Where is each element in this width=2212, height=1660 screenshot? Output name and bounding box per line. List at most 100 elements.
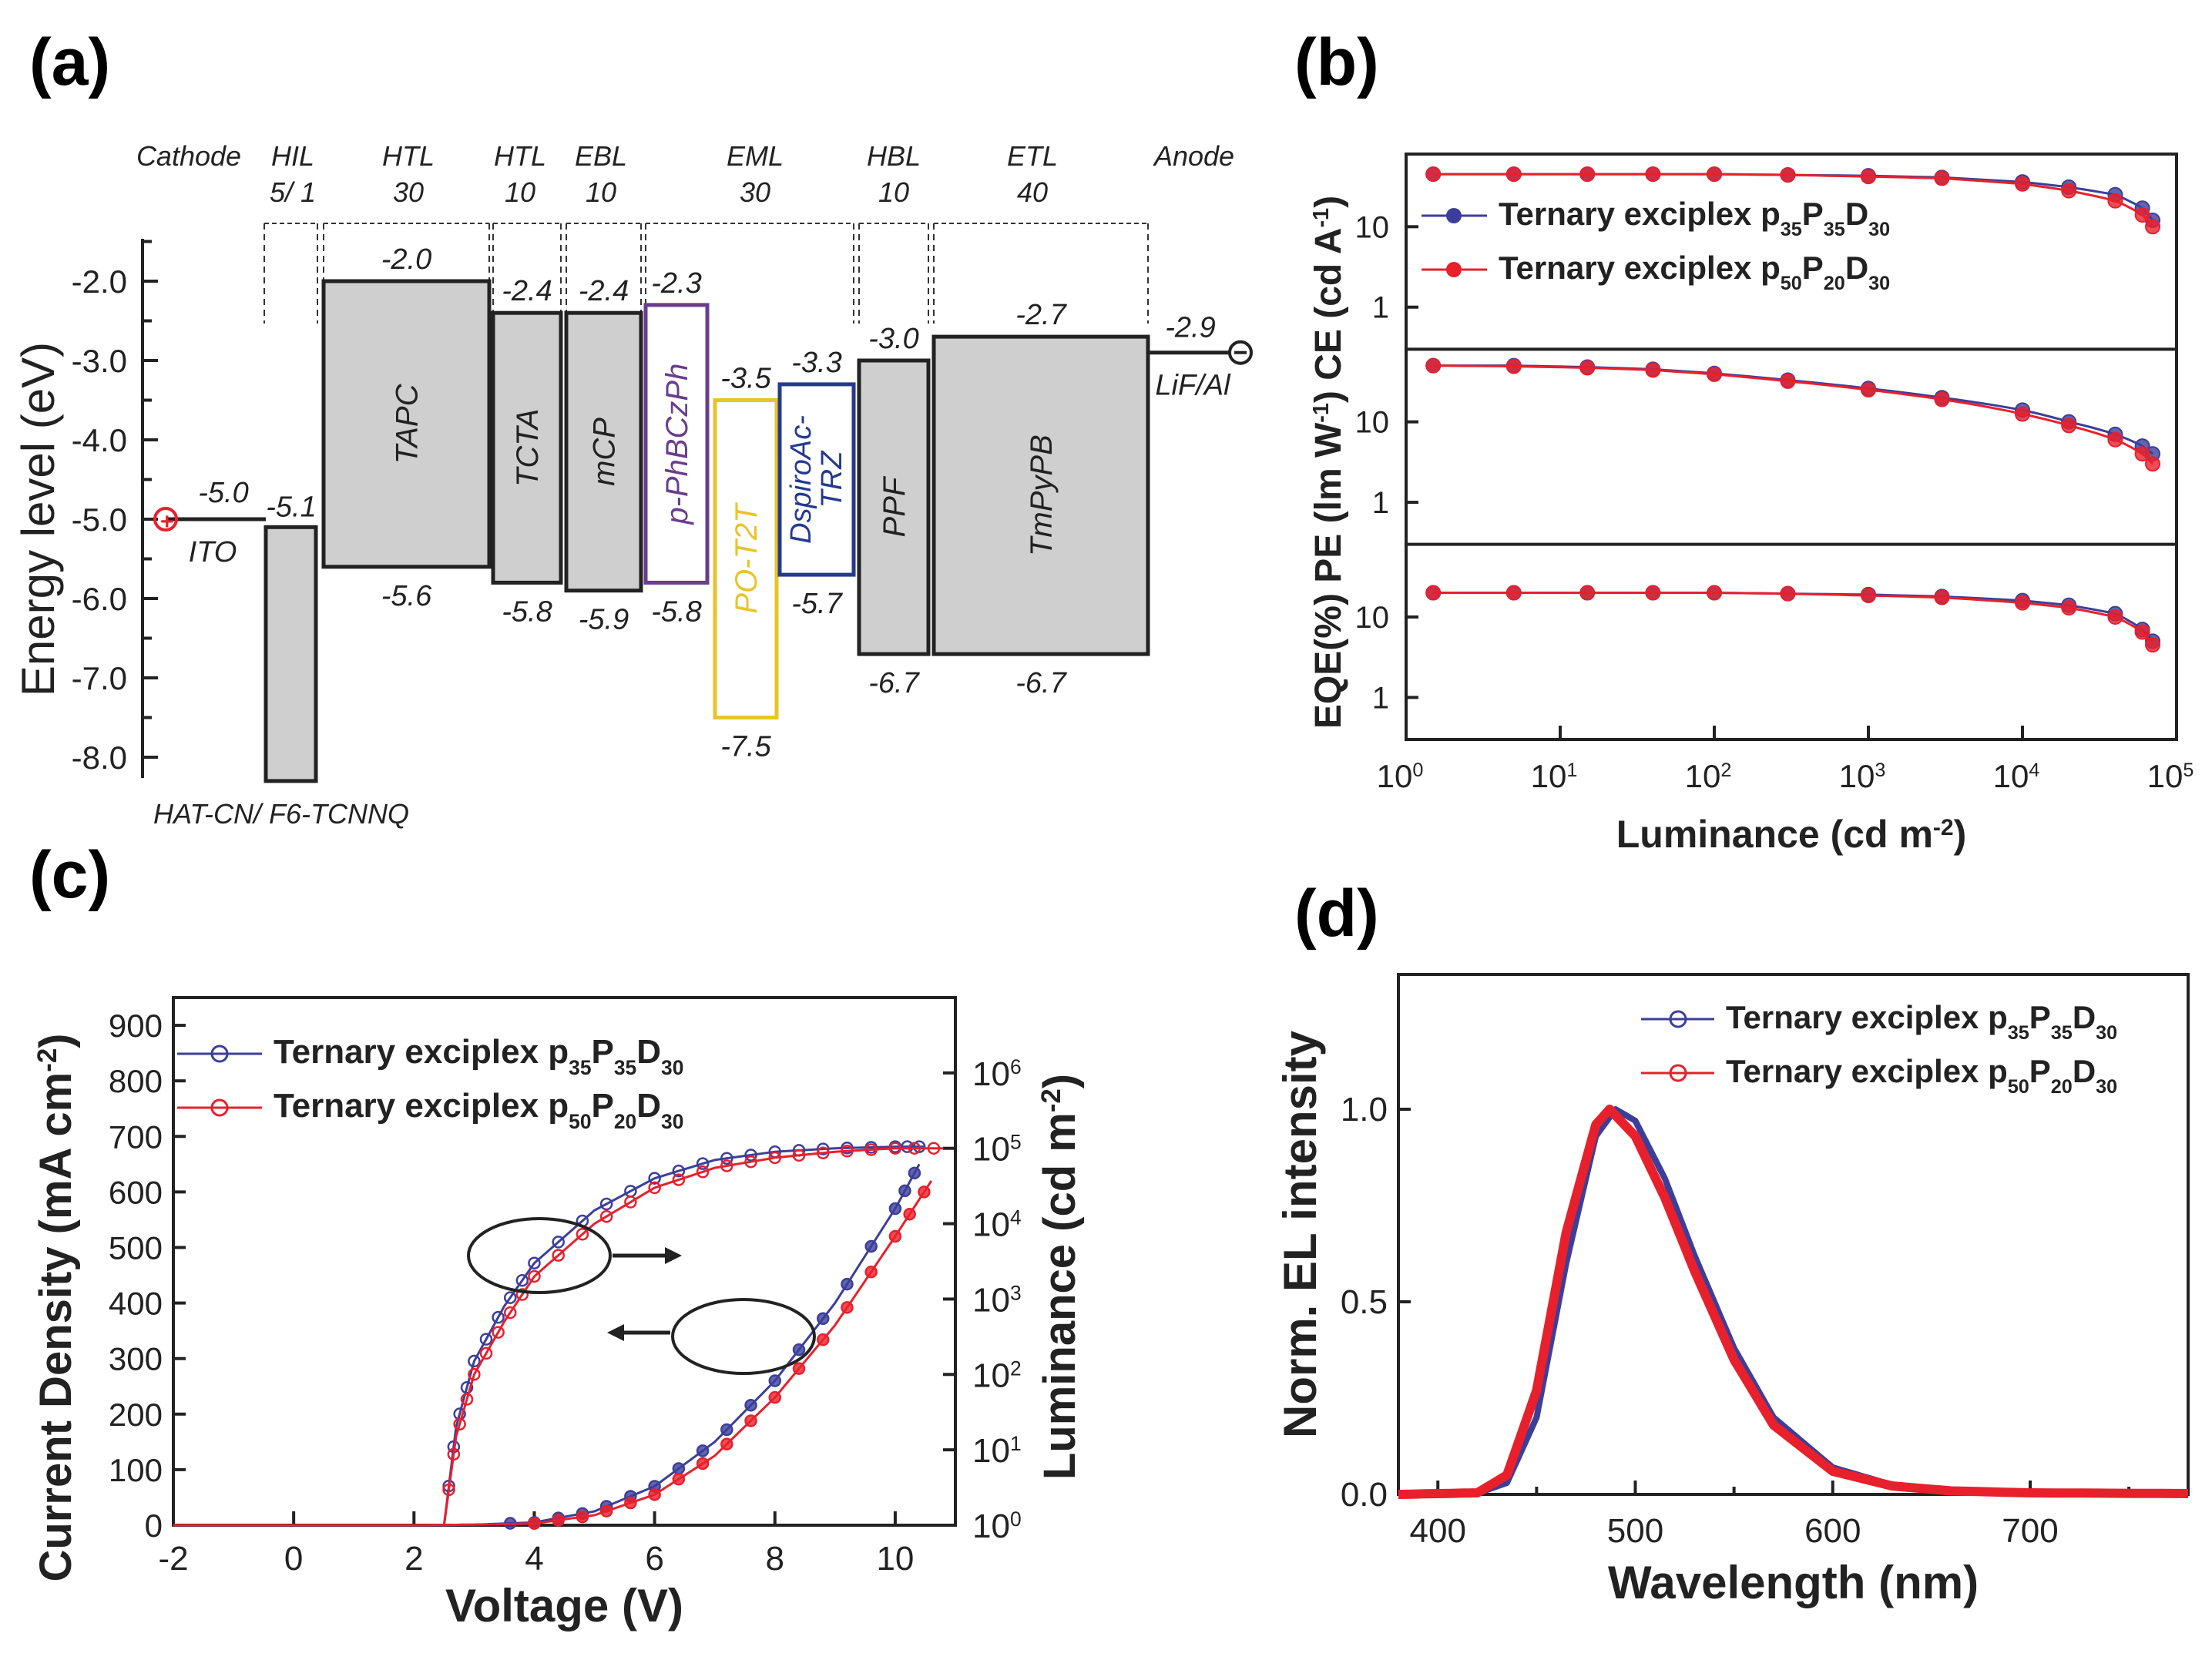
c-luminance-ellipse	[467, 1217, 612, 1294]
b-data-point	[1861, 169, 1876, 185]
c-data-point	[648, 1172, 661, 1185]
c-data-point	[468, 1368, 481, 1381]
b-data-point	[1780, 373, 1796, 389]
c-series-line	[442, 1145, 925, 1526]
b-y-tick-label: 10	[1355, 210, 1390, 244]
c-data-point	[841, 1277, 854, 1291]
b-series-line	[1433, 592, 2154, 646]
c-data-point	[599, 1504, 613, 1517]
c-x-tick-label: 8	[766, 1540, 784, 1578]
c-data-point	[447, 1447, 461, 1461]
c-data-point	[888, 1202, 902, 1216]
a-homo-label: -5.8	[651, 595, 701, 628]
c-y2-tick-label: 103	[972, 1281, 1022, 1319]
c-data-point	[515, 1288, 529, 1301]
b-legend-marker	[1446, 262, 1462, 277]
a-layer-thickness: 10	[586, 176, 616, 208]
c-data-point	[492, 1310, 505, 1324]
a-material-name: DspiroAc-	[785, 415, 817, 544]
b-data-point	[1425, 166, 1442, 183]
c-data-point	[672, 1472, 686, 1486]
b-data-point	[2107, 193, 2123, 209]
a-material-box	[857, 358, 931, 656]
a-ito-energy: -5.0	[198, 477, 248, 509]
c-data-point	[927, 1142, 941, 1155]
a-lumo-label: -2.0	[381, 243, 431, 276]
a-layer-thickness: 40	[1017, 176, 1048, 208]
c-data-point	[768, 1151, 782, 1165]
b-data-point	[1861, 382, 1876, 398]
c-data-point	[503, 1306, 517, 1320]
a-lumo-label: -3.3	[791, 347, 841, 379]
d-legend-label: Ternary exciplex p50P20D30	[1726, 1053, 2117, 1098]
c-data-point	[672, 1164, 686, 1178]
b-x-tick-label: 104	[1993, 758, 2040, 794]
b-data-point	[2134, 624, 2150, 640]
c-y2-tick-label: 104	[972, 1206, 1022, 1244]
c-legend-marker	[210, 1098, 229, 1117]
b-data-point	[1934, 589, 1950, 605]
b-legend-label: Ternary exciplex p35P35D30	[1499, 196, 1890, 240]
c-data-point	[898, 1184, 911, 1198]
a-layer-name: Cathode	[136, 140, 241, 172]
c-data-point	[492, 1326, 505, 1339]
b-legend-label: Ternary exciplex p50P20D30	[1499, 250, 1890, 294]
c-data-point	[696, 1444, 710, 1457]
b-data-point	[2145, 219, 2161, 235]
c-legend-label: Ternary exciplex p50P20D30	[274, 1087, 683, 1133]
c-data-point	[672, 1462, 686, 1475]
c-data-point	[908, 1142, 921, 1155]
c-data-point	[460, 1393, 474, 1406]
c-legend-marker	[210, 1045, 229, 1063]
b-x-tick-label: 103	[1839, 758, 1886, 794]
c-y-tick-label: 200	[109, 1397, 163, 1433]
c-y-tick-label: 700	[109, 1118, 163, 1155]
b-x-tick-label: 102	[1685, 758, 1732, 794]
a-lumo-label: -2.4	[579, 275, 629, 307]
c-plot-frame	[172, 996, 957, 1527]
a-material-name: PO-T2T	[730, 502, 764, 614]
a-y-axis-label: Energy level (eV)	[12, 342, 64, 696]
b-data-point	[1934, 391, 1950, 407]
c-data-point	[816, 1142, 830, 1155]
b-data-point	[2061, 600, 2077, 616]
a-homo-label: -6.7	[1015, 667, 1067, 699]
c-data-point	[768, 1374, 782, 1387]
b-data-point	[1934, 170, 1950, 186]
b-plot-frame	[1405, 153, 2178, 741]
b-data-point	[1861, 588, 1876, 604]
b-data-point	[2107, 609, 2123, 625]
b-data-point	[1579, 166, 1596, 183]
a-y-tick-label: -3.0	[72, 343, 127, 379]
c-legend-label: Ternary exciplex p35P35D30	[274, 1033, 683, 1079]
c-y-tick-label: 500	[109, 1229, 163, 1266]
c-left-arrowhead	[607, 1324, 624, 1341]
c-x-axis-label: Voltage (V)	[445, 1580, 683, 1631]
a-lumo-label: -2.3	[651, 267, 701, 300]
b-data-point	[1707, 585, 1722, 601]
c-data-point	[816, 1312, 830, 1326]
a-material-name: TAPC	[391, 383, 425, 464]
c-series-line	[442, 1147, 944, 1526]
d-y-tick-label: 0.5	[1341, 1283, 1388, 1321]
a-material-name: mCP	[588, 418, 622, 486]
c-data-point	[599, 1209, 613, 1223]
energy-diagram: -2.0 -3.0 -4.0 -5.0 -6.0 -7.0 -8.0 Energy level…	[12, 140, 1253, 830]
c-data-point	[744, 1414, 757, 1427]
a-lumo-label: -3.0	[868, 323, 918, 355]
a-material-name: p-PhBCzPh	[660, 364, 694, 525]
b-data-point	[1645, 362, 1661, 378]
a-homo-label: -5.9	[579, 604, 629, 636]
b-data-point	[2134, 207, 2150, 223]
c-data-point	[479, 1333, 493, 1346]
c-y-tick-label: 100	[109, 1452, 163, 1488]
panel-label-a: (a)	[29, 25, 110, 99]
c-data-point	[503, 1291, 517, 1304]
b-y-tick-label: 1	[1372, 486, 1389, 520]
b-data-point	[1505, 166, 1522, 183]
c-y2-axis-label: Luminance (cd m-2)	[1035, 1074, 1085, 1480]
c-y-tick-label: 800	[109, 1063, 163, 1099]
c-data-point	[720, 1437, 733, 1450]
a-hil-energy: -5.1	[266, 491, 316, 523]
